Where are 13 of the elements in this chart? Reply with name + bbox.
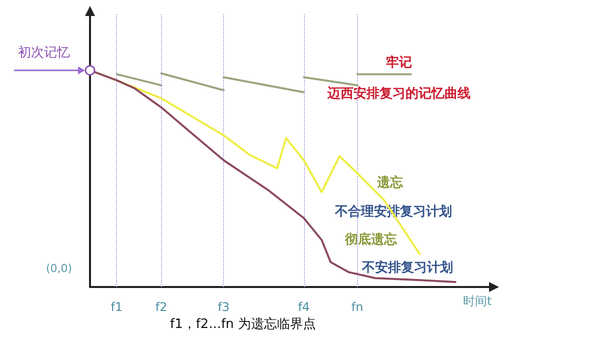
x-tick-label: f1 bbox=[110, 300, 123, 314]
series-label: 不安排复习计划 bbox=[360, 260, 453, 276]
x-tick-label: f4 bbox=[298, 300, 310, 314]
text: 初次记忆 bbox=[18, 45, 70, 60]
text: f1，f2...fn 为遗忘临界点 bbox=[170, 316, 316, 332]
annotation: 彻底遗忘 bbox=[344, 232, 398, 248]
annotation: 牢记 bbox=[386, 54, 412, 70]
x-tick-label: f2 bbox=[155, 300, 168, 314]
x-axis-title: 时间t bbox=[463, 294, 492, 308]
annotation: 遗忘 bbox=[376, 174, 404, 190]
x-tick-label: f3 bbox=[218, 300, 230, 314]
x-tick-label: fn bbox=[351, 300, 364, 314]
text: (0,0) bbox=[46, 262, 72, 275]
